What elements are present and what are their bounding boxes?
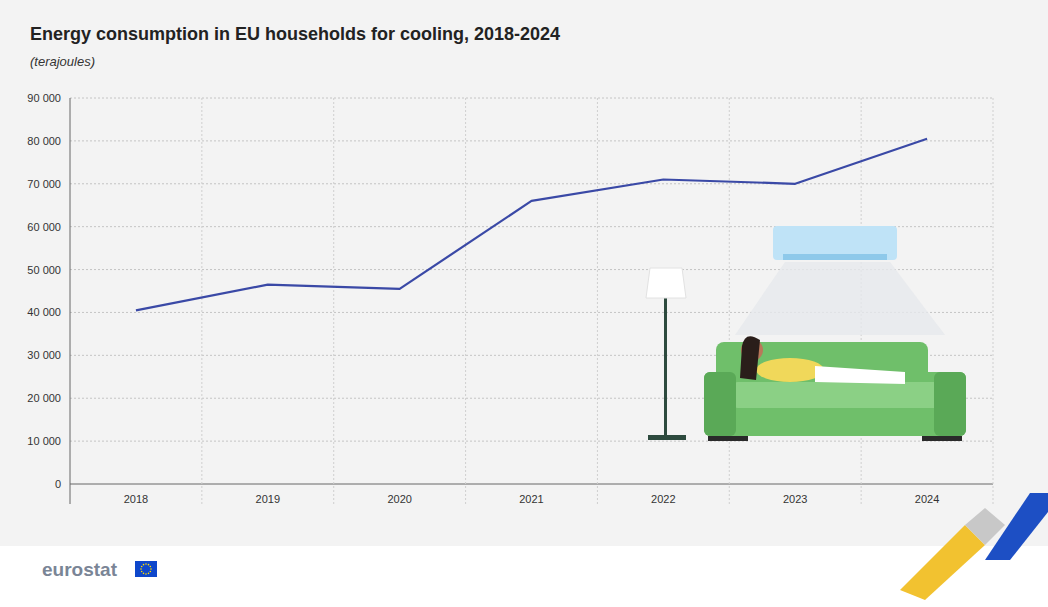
y-tick-label: 0 <box>55 478 61 490</box>
band-separator <box>993 98 994 504</box>
x-tick-label: 2023 <box>783 493 807 505</box>
eu-flag-star <box>148 564 150 566</box>
illustration <box>646 226 966 441</box>
eu-flag-star <box>143 573 145 575</box>
grid-line <box>70 484 993 485</box>
subtitle: (terajoules) <box>30 54 95 69</box>
person-legs <box>815 366 905 384</box>
eu-flag-star <box>140 568 142 570</box>
eu-flag-star <box>143 564 145 566</box>
footer-source: eurostat <box>42 559 118 580</box>
airflow <box>735 262 945 335</box>
background <box>0 0 1048 546</box>
title: Energy consumption in EU households for … <box>30 24 560 44</box>
eu-flag-star <box>150 571 152 573</box>
y-tick-label: 60 000 <box>27 221 61 233</box>
y-tick-label: 70 000 <box>27 178 61 190</box>
band-separator <box>201 98 202 504</box>
eu-flag-star <box>148 573 150 575</box>
deco-grey <box>965 508 1005 545</box>
grid-line <box>70 183 993 184</box>
grid-line <box>70 140 993 141</box>
eu-flag <box>135 561 157 577</box>
x-tick-label: 2018 <box>124 493 148 505</box>
sofa-leg <box>708 436 748 441</box>
eu-flag-star <box>145 573 147 575</box>
y-tick-label: 50 000 <box>27 264 61 276</box>
band-separator <box>333 98 334 504</box>
band-separator <box>729 98 730 504</box>
eu-flag-star <box>145 563 147 565</box>
eu-flag-star <box>150 566 152 568</box>
lamp-shade <box>646 268 686 298</box>
y-tick-label: 20 000 <box>27 392 61 404</box>
sofa-arm <box>934 372 966 436</box>
band-separator <box>70 98 71 504</box>
ac-vent <box>783 254 887 260</box>
footer-background <box>0 546 1048 607</box>
band-separator <box>465 98 466 504</box>
ac-unit <box>773 226 897 260</box>
person-hair <box>740 336 760 380</box>
eu-flag-star <box>141 566 143 568</box>
data-line <box>136 139 927 311</box>
band-separator <box>597 98 598 504</box>
deco-yellow <box>900 525 985 600</box>
y-tick-label: 80 000 <box>27 135 61 147</box>
x-tick-label: 2019 <box>256 493 280 505</box>
series-group <box>136 139 927 311</box>
y-tick-label: 40 000 <box>27 306 61 318</box>
x-tick-label: 2021 <box>519 493 543 505</box>
lamp-pole <box>664 298 667 438</box>
eu-flag-star <box>141 571 143 573</box>
x-tick-label: 2020 <box>387 493 411 505</box>
x-tick-label: 2022 <box>651 493 675 505</box>
sofa-cushion <box>734 382 940 408</box>
chart: Energy consumption in EU households for … <box>0 0 1048 607</box>
y-tick-label: 90 000 <box>27 92 61 104</box>
sofa-leg <box>922 436 962 441</box>
grid-line <box>70 441 993 442</box>
y-tick-label: 10 000 <box>27 435 61 447</box>
eu-flag-star <box>150 568 152 570</box>
x-tick-label: 2024 <box>915 493 939 505</box>
sofa-arm <box>704 372 736 436</box>
lamp-base <box>648 435 686 440</box>
grid-line <box>70 98 993 99</box>
person-body <box>756 358 824 382</box>
y-tick-label: 30 000 <box>27 349 61 361</box>
